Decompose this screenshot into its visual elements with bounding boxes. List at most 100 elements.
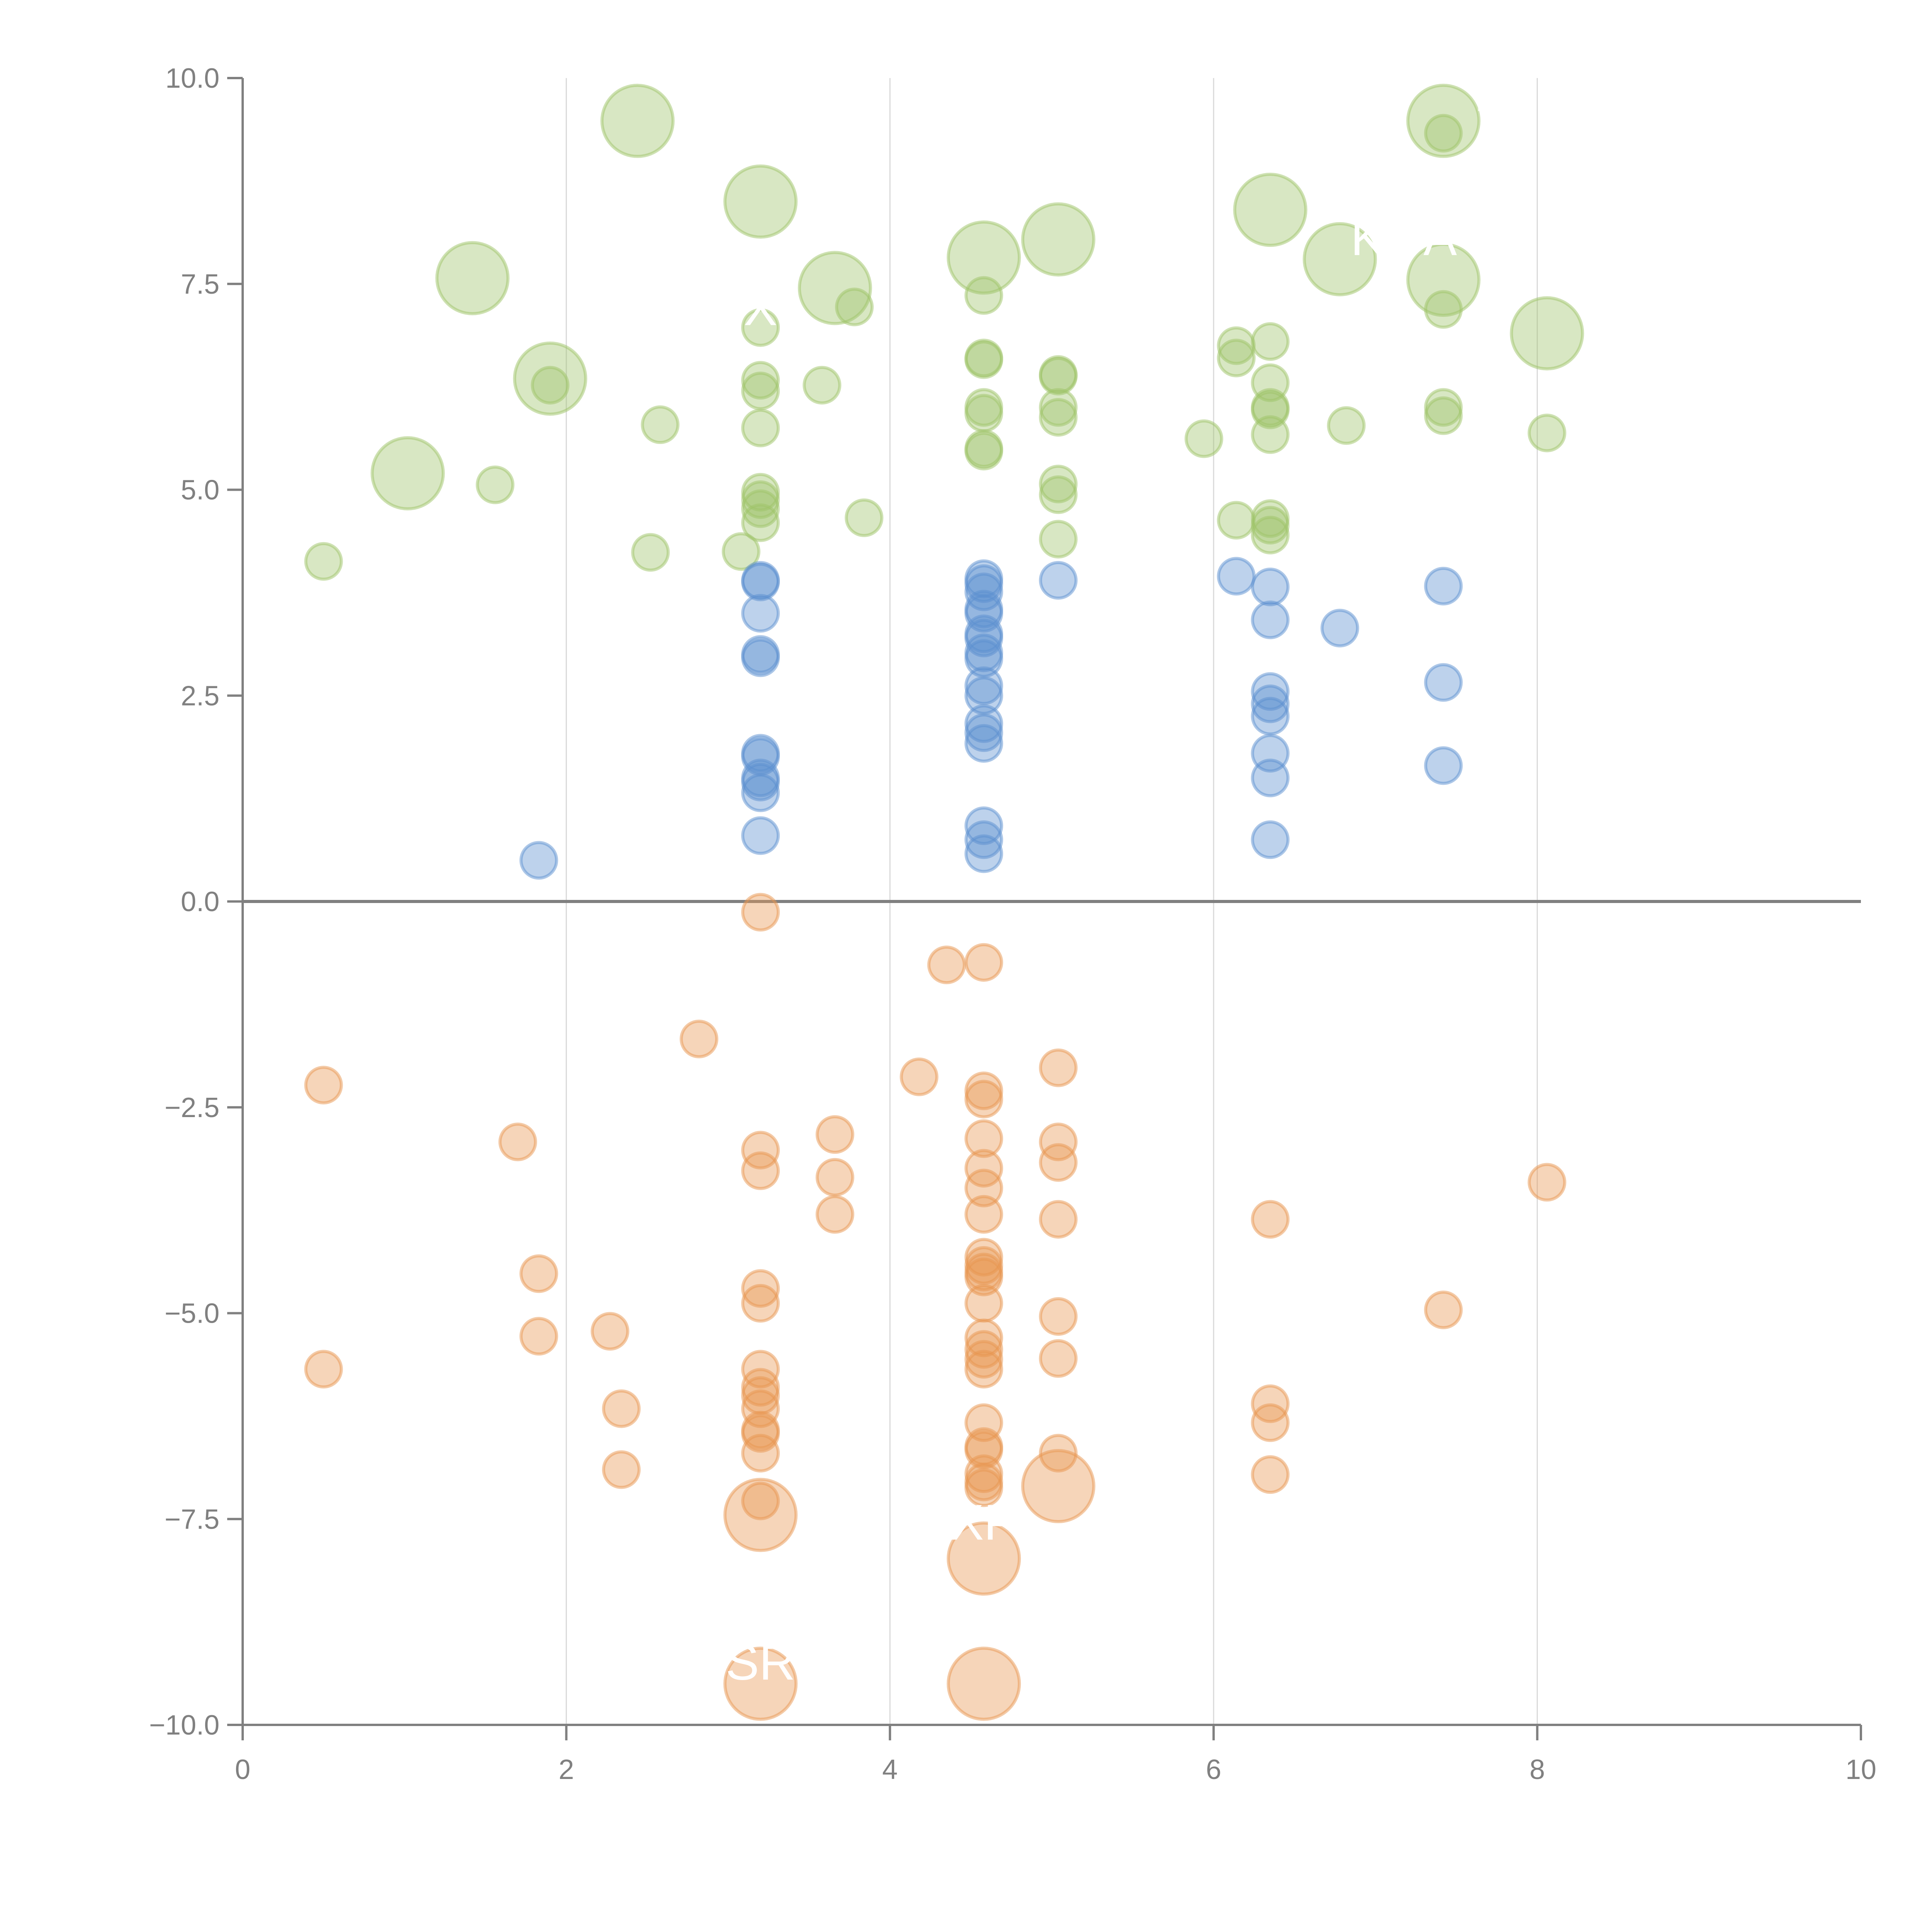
green-bubble bbox=[798, 251, 872, 325]
orange-bubble bbox=[741, 1131, 780, 1170]
orange-bubble bbox=[947, 1646, 1021, 1721]
green-bubble bbox=[1039, 398, 1078, 437]
orange-bubble bbox=[900, 1057, 939, 1096]
y-tick-label: 5.0 bbox=[181, 475, 219, 506]
blue-bubble bbox=[1251, 820, 1290, 859]
orange-bubble bbox=[1424, 1290, 1463, 1329]
orange-bubble bbox=[1039, 1200, 1078, 1239]
orange-bubble bbox=[964, 943, 1003, 982]
green-bubble bbox=[723, 164, 798, 239]
green-bubble bbox=[1021, 202, 1095, 277]
green-bubble bbox=[1424, 396, 1463, 435]
green-bubble bbox=[476, 465, 515, 504]
blue-bubble bbox=[1251, 759, 1290, 798]
green-bubble bbox=[1039, 464, 1078, 503]
orange-bubble bbox=[964, 1257, 1003, 1296]
x-tick-label: 4 bbox=[882, 1754, 898, 1785]
green-bubble bbox=[1039, 475, 1078, 514]
orange-bubble bbox=[590, 1312, 629, 1351]
orange-bubble bbox=[1251, 1403, 1290, 1442]
green-bubble bbox=[304, 542, 343, 581]
orange-bubble bbox=[1527, 1163, 1566, 1202]
y-tick-label: −10.0 bbox=[149, 1710, 219, 1741]
green-bubble bbox=[1251, 415, 1290, 454]
green-bubble bbox=[1424, 114, 1463, 153]
orange-bubble bbox=[304, 1066, 343, 1105]
orange-bubble bbox=[1021, 1449, 1095, 1524]
orange-bubble bbox=[964, 1350, 1003, 1389]
green-bubble bbox=[1184, 419, 1223, 458]
y-tick-label: −5.0 bbox=[165, 1298, 219, 1329]
bubbles bbox=[304, 83, 1584, 1721]
orange-bubble bbox=[1039, 1122, 1078, 1162]
x-tick-label: 0 bbox=[235, 1754, 250, 1785]
orange-bubble bbox=[1039, 1048, 1078, 1087]
green-bubble bbox=[1527, 413, 1566, 452]
orange-bubble bbox=[741, 1481, 780, 1520]
green-bubble bbox=[835, 287, 874, 327]
blue-bubble bbox=[1424, 663, 1463, 702]
green-bubble bbox=[741, 361, 780, 400]
blue-bubble bbox=[741, 563, 780, 602]
blue-bubble bbox=[1251, 567, 1290, 606]
orange-bubble bbox=[741, 1151, 780, 1190]
blue-bubble bbox=[964, 806, 1003, 845]
green-bubble bbox=[371, 436, 445, 510]
x-tick-label: 10 bbox=[1845, 1754, 1876, 1785]
green-bubble bbox=[741, 408, 780, 447]
green-bubble bbox=[845, 498, 884, 537]
green-bubble bbox=[513, 341, 587, 416]
green-bubble bbox=[1424, 290, 1463, 329]
blue-bubble bbox=[741, 763, 780, 802]
y-tick-label: 7.5 bbox=[181, 269, 219, 300]
blue-bubble bbox=[1320, 609, 1359, 648]
orange-bubble bbox=[964, 1330, 1003, 1369]
green-bubble bbox=[964, 276, 1003, 315]
green-bubble bbox=[741, 371, 780, 410]
green-bubble bbox=[641, 405, 680, 444]
orange-bubble bbox=[1039, 1339, 1078, 1378]
green-bubble bbox=[600, 83, 675, 158]
orange-bubble bbox=[741, 1414, 780, 1453]
orange-bubble bbox=[1039, 1434, 1078, 1473]
blue-bubble bbox=[741, 773, 780, 812]
green-bubble bbox=[1251, 506, 1290, 545]
orange-bubble bbox=[964, 1284, 1003, 1323]
axes: 10.0 7.5 5.0 2.5 0.0 −2.5 −5.0 −7.5 −10.0 0 2 4 6 8 10 bbox=[149, 63, 1876, 1785]
bubble-labels: X K A Z XP SR bbox=[726, 65, 1507, 1690]
blue-bubble bbox=[964, 713, 1003, 752]
green-bubble bbox=[1217, 338, 1256, 378]
bubble-label: XP bbox=[950, 1494, 1017, 1551]
green-bubble bbox=[741, 308, 780, 347]
blue-bubble bbox=[1251, 684, 1290, 723]
orange-bubble bbox=[741, 893, 780, 932]
green-bubble bbox=[531, 366, 570, 405]
blue-bubble bbox=[964, 666, 1003, 705]
y-tick-label: 2.5 bbox=[181, 680, 219, 711]
blue-bubble bbox=[1251, 697, 1290, 736]
orange-bubble bbox=[964, 1080, 1003, 1119]
green-bubble bbox=[721, 532, 760, 571]
green-bubble bbox=[964, 394, 1003, 433]
green-bubble bbox=[1303, 222, 1377, 296]
blue-bubble bbox=[964, 820, 1003, 859]
orange-bubble bbox=[741, 1434, 780, 1473]
orange-bubble bbox=[602, 1389, 641, 1428]
orange-bubble bbox=[602, 1450, 641, 1489]
blue-bubble bbox=[741, 594, 780, 633]
bubble-label: Z bbox=[1476, 65, 1507, 122]
y-tick-label: 0.0 bbox=[181, 886, 219, 917]
orange-bubble bbox=[723, 1646, 798, 1721]
green-bubble bbox=[631, 533, 670, 572]
green-bubble bbox=[964, 432, 1003, 471]
bubble-label: A bbox=[1423, 209, 1457, 266]
green-bubble bbox=[1039, 357, 1078, 396]
blue-bubble bbox=[1424, 566, 1463, 605]
blue-bubble bbox=[1217, 557, 1256, 596]
bubble-label: K bbox=[1350, 209, 1384, 266]
orange-bubble bbox=[519, 1254, 558, 1293]
x-tick-label: 6 bbox=[1206, 1754, 1221, 1785]
green-bubble bbox=[1251, 322, 1290, 361]
green-bubble bbox=[964, 340, 1003, 379]
orange-bubble bbox=[741, 1269, 780, 1308]
